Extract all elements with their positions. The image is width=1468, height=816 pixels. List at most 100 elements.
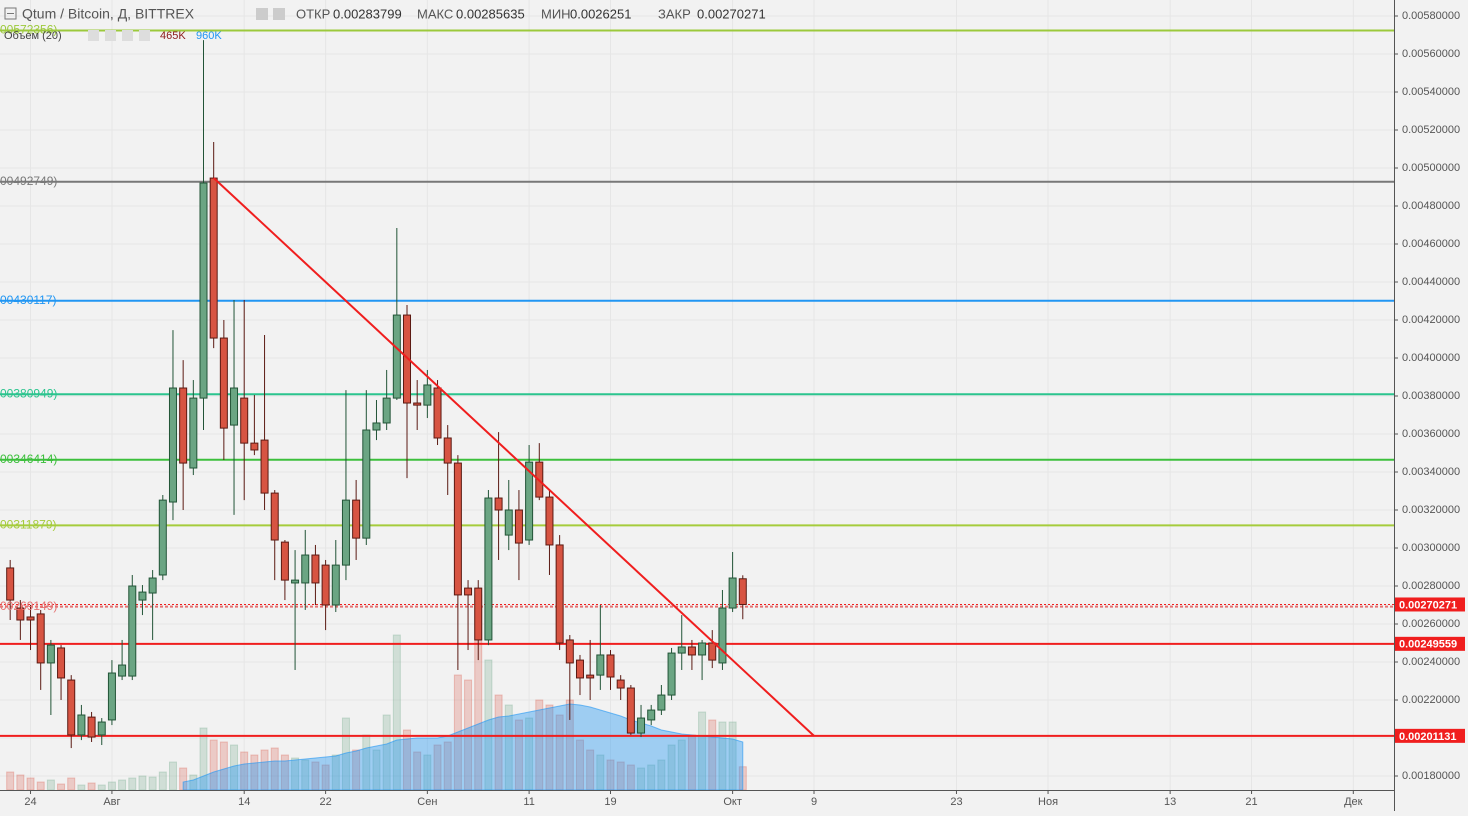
x-tick-label: 14 bbox=[238, 796, 250, 808]
volume-bar bbox=[46, 779, 55, 791]
candle-body bbox=[270, 492, 279, 541]
candle-body bbox=[647, 709, 656, 721]
x-tick-label: Дек bbox=[1344, 796, 1363, 808]
legend-button[interactable] bbox=[122, 30, 133, 41]
candle-body bbox=[616, 679, 625, 689]
candle-body bbox=[26, 616, 35, 621]
x-tick-label: 22 bbox=[319, 796, 331, 808]
settings-button[interactable] bbox=[256, 8, 268, 20]
candle-body bbox=[667, 652, 676, 696]
candle-body bbox=[728, 577, 737, 609]
y-tick-label: 0.00400000 bbox=[1402, 352, 1460, 364]
candle-body bbox=[148, 577, 157, 594]
close-value: 0.00270271 bbox=[697, 6, 766, 21]
candle-body bbox=[331, 564, 340, 606]
candle-body bbox=[168, 387, 177, 503]
volume-bar bbox=[16, 774, 25, 791]
candle-body bbox=[230, 387, 239, 426]
candle-body bbox=[57, 647, 66, 679]
collapse-button[interactable] bbox=[4, 7, 17, 20]
y-tick-label: 0.00220000 bbox=[1402, 694, 1460, 706]
candle-body bbox=[514, 509, 523, 544]
y-tick-label: 0.00320000 bbox=[1402, 504, 1460, 516]
y-tick-label: 0.00300000 bbox=[1402, 542, 1460, 554]
x-tick-label: 9 bbox=[811, 796, 817, 808]
candle-body bbox=[179, 387, 188, 464]
candle-body bbox=[362, 429, 371, 539]
y-tick-label: 0.00480000 bbox=[1402, 200, 1460, 212]
price-box-label: 0.00249559 bbox=[1399, 639, 1457, 651]
candle-body bbox=[413, 402, 422, 406]
low-label: МИН bbox=[541, 6, 571, 21]
price-box bbox=[1395, 597, 1465, 612]
y-tick-label: 0.00280000 bbox=[1402, 580, 1460, 592]
y-tick-label: 0.00560000 bbox=[1402, 48, 1460, 60]
y-tick-label: 0.00380000 bbox=[1402, 390, 1460, 402]
volume-bar bbox=[97, 784, 106, 791]
candle-body bbox=[443, 437, 452, 464]
y-tick-label: 0.00500000 bbox=[1402, 162, 1460, 174]
price-box-label: 0.00201131 bbox=[1399, 731, 1457, 743]
volume-bar bbox=[128, 777, 137, 791]
candle-body bbox=[97, 721, 106, 736]
candle-body bbox=[545, 496, 554, 546]
overlays: 00572356) 00492749) 00430117) 00380949) 0034… bbox=[0, 23, 815, 737]
candle-body bbox=[138, 591, 147, 601]
y-tick-label: 0.00240000 bbox=[1402, 656, 1460, 668]
candle-body bbox=[637, 717, 646, 734]
candle-body bbox=[555, 544, 564, 644]
candle-body bbox=[16, 607, 25, 621]
candle-body bbox=[128, 585, 137, 677]
volume-bar bbox=[168, 761, 177, 791]
candle-body bbox=[718, 607, 727, 664]
volume-bar bbox=[77, 784, 86, 791]
volume-bar bbox=[138, 775, 147, 791]
candle-body bbox=[260, 439, 269, 494]
open-label: ОТКР bbox=[296, 6, 330, 21]
candle-body bbox=[657, 694, 666, 711]
legend-button[interactable] bbox=[139, 30, 150, 41]
candle-body bbox=[698, 642, 707, 656]
x-tick-label: 11 bbox=[523, 796, 534, 808]
candle-body bbox=[474, 587, 483, 641]
format-button[interactable] bbox=[273, 8, 285, 20]
legend-button[interactable] bbox=[105, 30, 116, 41]
x-tick-label: Ноя bbox=[1038, 796, 1058, 808]
candle-body bbox=[250, 442, 259, 451]
candle-body bbox=[199, 182, 208, 399]
level-label: 00572356) bbox=[0, 23, 57, 37]
price-box bbox=[1395, 728, 1465, 743]
candle-body bbox=[321, 564, 330, 606]
candle-body bbox=[209, 177, 218, 339]
y-tick-label: 0.00360000 bbox=[1402, 428, 1460, 440]
candle-body bbox=[46, 644, 55, 664]
candle-body bbox=[606, 654, 615, 678]
candle-body bbox=[372, 422, 381, 431]
y-tick-label: 0.00260000 bbox=[1402, 618, 1460, 630]
candle-body bbox=[565, 639, 574, 664]
legend-button[interactable] bbox=[88, 30, 99, 41]
volume-bar bbox=[6, 771, 15, 791]
candle-body bbox=[158, 499, 167, 576]
candle-body bbox=[189, 397, 198, 469]
candle-body bbox=[67, 679, 76, 736]
volume-bar bbox=[107, 781, 116, 791]
volume-bar bbox=[118, 779, 127, 791]
x-tick-label: 19 bbox=[604, 796, 616, 808]
y-tick-label: 0.00180000 bbox=[1402, 770, 1460, 782]
candle-body bbox=[596, 654, 605, 676]
candle-body bbox=[301, 554, 310, 584]
x-tick-label: Авг bbox=[103, 796, 120, 808]
open-value: 0.00283799 bbox=[333, 6, 402, 21]
y-tick-label: 0.00460000 bbox=[1402, 238, 1460, 250]
candle-body bbox=[453, 462, 462, 596]
symbol-title: Qtum / Bitcoin, Д, BITTREX bbox=[22, 6, 195, 22]
candle-body bbox=[586, 674, 595, 679]
level-label: 00311879) bbox=[0, 518, 57, 532]
price-box bbox=[1395, 636, 1465, 651]
candle-body bbox=[118, 664, 127, 677]
y-tick-label: 0.00540000 bbox=[1402, 86, 1460, 98]
price-box-label: 0.00270271 bbox=[1399, 599, 1457, 611]
candle-body bbox=[219, 337, 228, 429]
